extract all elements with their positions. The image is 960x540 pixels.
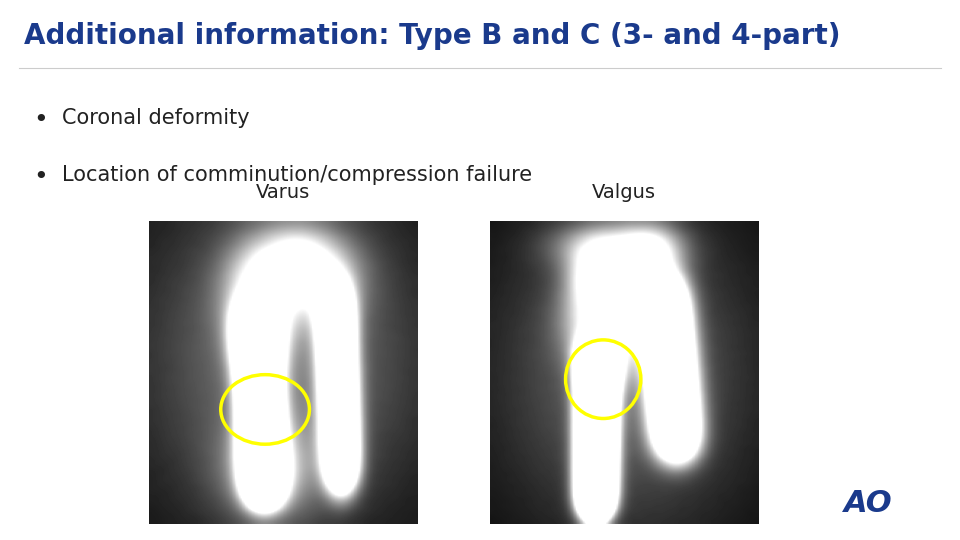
Text: Location of comminution/compression failure: Location of comminution/compression fail… <box>62 165 533 185</box>
Text: Coronal deformity: Coronal deformity <box>62 108 250 128</box>
Text: •: • <box>34 165 48 188</box>
Text: •: • <box>34 108 48 132</box>
Text: Valgus: Valgus <box>592 184 656 202</box>
Text: AO: AO <box>844 489 893 518</box>
Text: Additional information: Type B and C (3- and 4-part): Additional information: Type B and C (3-… <box>24 22 841 50</box>
Text: Varus: Varus <box>256 184 310 202</box>
